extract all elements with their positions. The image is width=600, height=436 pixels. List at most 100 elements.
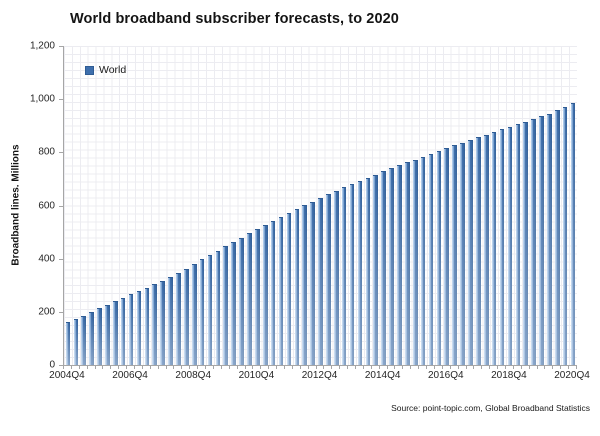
bar-2020Q3 — [562, 107, 568, 365]
x-tick-mark — [362, 366, 364, 369]
chart-title: World broadband subscriber forecasts, to… — [70, 11, 399, 27]
bar-2008Q1 — [168, 277, 173, 365]
bar-2011Q4 — [286, 212, 292, 365]
x-tick-mark — [268, 366, 270, 369]
y-tick-label: 800 — [38, 146, 55, 158]
bar-2013Q2 — [333, 190, 339, 365]
x-tick-mark — [307, 366, 309, 369]
bar-2020Q4 — [570, 103, 576, 365]
bars-container — [64, 46, 577, 365]
bar-2005Q3 — [89, 311, 94, 365]
x-tick-mark — [576, 366, 577, 369]
x-tick-label-2012Q4: 2012Q4 — [301, 370, 338, 381]
x-tick-mark — [536, 366, 538, 369]
bar-2019Q3 — [531, 118, 536, 365]
x-tick-mark — [141, 366, 143, 369]
x-tick-mark — [228, 366, 230, 369]
x-tick-mark — [102, 366, 104, 369]
x-tick-mark — [378, 366, 380, 369]
x-tick-mark — [252, 366, 254, 369]
bar-2011Q2 — [270, 220, 276, 365]
x-tick-mark — [276, 366, 278, 369]
x-tick-mark — [118, 366, 120, 369]
x-tick-mark — [552, 366, 554, 369]
bar-2017Q1 — [452, 145, 457, 365]
bar-2014Q1 — [357, 181, 363, 365]
y-tick-label: 400 — [38, 253, 55, 265]
bar-2006Q1 — [105, 304, 110, 365]
bar-2005Q1 — [73, 319, 79, 365]
bar-2012Q4 — [318, 197, 323, 365]
bar-2019Q1 — [515, 124, 521, 365]
bar-2019Q4 — [539, 116, 544, 365]
y-tick-label: 1,000 — [29, 93, 55, 105]
bar-2011Q1 — [262, 224, 268, 365]
x-tick-mark — [481, 366, 483, 369]
x-tick-mark — [528, 366, 530, 369]
bar-2007Q2 — [144, 287, 150, 365]
bar-2013Q1 — [326, 194, 331, 365]
bar-2018Q2 — [491, 132, 497, 365]
bar-2007Q1 — [136, 290, 142, 365]
x-tick-mark — [181, 366, 183, 369]
x-tick-mark — [212, 366, 214, 369]
x-tick-label-2014Q4: 2014Q4 — [364, 370, 401, 381]
legend-marker-world — [85, 65, 94, 75]
bar-2009Q4 — [223, 246, 229, 365]
bar-2014Q3 — [373, 174, 379, 365]
bar-2008Q4 — [191, 263, 197, 365]
bar-2010Q4 — [255, 228, 260, 365]
x-tick-label-2008Q4: 2008Q4 — [175, 370, 212, 381]
bar-2015Q2 — [397, 165, 402, 365]
x-tick-mark — [94, 366, 96, 369]
y-tick-mark — [59, 99, 63, 101]
x-tick-label-2020Q4: 2020Q4 — [554, 370, 590, 381]
x-tick-mark — [418, 366, 420, 369]
x-tick-mark — [386, 366, 388, 369]
x-tick-mark — [220, 366, 222, 369]
bar-2018Q1 — [483, 134, 489, 365]
bar-2008Q2 — [176, 272, 181, 365]
bar-2012Q3 — [310, 201, 315, 365]
y-tick-mark — [59, 152, 63, 154]
x-tick-label-2006Q4: 2006Q4 — [112, 370, 148, 381]
bar-2008Q3 — [184, 268, 189, 365]
x-tick-mark — [299, 366, 301, 369]
x-tick-mark — [331, 366, 333, 369]
bar-2018Q3 — [499, 129, 505, 365]
x-tick-mark — [347, 366, 349, 369]
x-tick-mark — [355, 366, 357, 369]
x-tick-mark — [489, 366, 491, 369]
x-tick-mark — [449, 366, 451, 369]
x-tick-mark — [110, 366, 112, 369]
x-tick-mark — [473, 366, 475, 369]
legend: World — [85, 64, 126, 76]
x-tick-mark — [520, 366, 522, 369]
x-tick-mark — [402, 366, 404, 369]
bar-2012Q1 — [294, 208, 300, 365]
y-tick-mark — [59, 365, 63, 366]
x-tick-label-2004Q4: 2004Q4 — [49, 370, 85, 381]
y-tick-mark — [59, 311, 63, 313]
bar-2007Q3 — [152, 284, 158, 365]
y-tick-label: 1,200 — [29, 40, 55, 52]
bar-2013Q4 — [349, 184, 355, 365]
bar-2011Q3 — [278, 216, 284, 365]
x-tick-mark — [283, 366, 285, 369]
x-tick-mark — [394, 366, 396, 369]
x-tick-mark — [315, 366, 317, 369]
x-tick-mark — [165, 366, 167, 369]
x-tick-mark — [544, 366, 546, 369]
bar-2016Q4 — [444, 148, 450, 365]
x-tick-mark — [86, 366, 88, 369]
y-tick-mark — [59, 46, 63, 47]
bar-2016Q1 — [420, 156, 426, 365]
x-tick-mark — [236, 366, 238, 369]
bar-2013Q3 — [341, 187, 347, 365]
plot-area: World — [63, 46, 577, 366]
bar-2005Q4 — [97, 308, 102, 365]
bar-2016Q3 — [436, 150, 442, 365]
bar-2015Q1 — [389, 168, 394, 365]
x-tick-label-2010Q4: 2010Q4 — [238, 370, 275, 381]
x-tick-mark — [512, 366, 514, 369]
